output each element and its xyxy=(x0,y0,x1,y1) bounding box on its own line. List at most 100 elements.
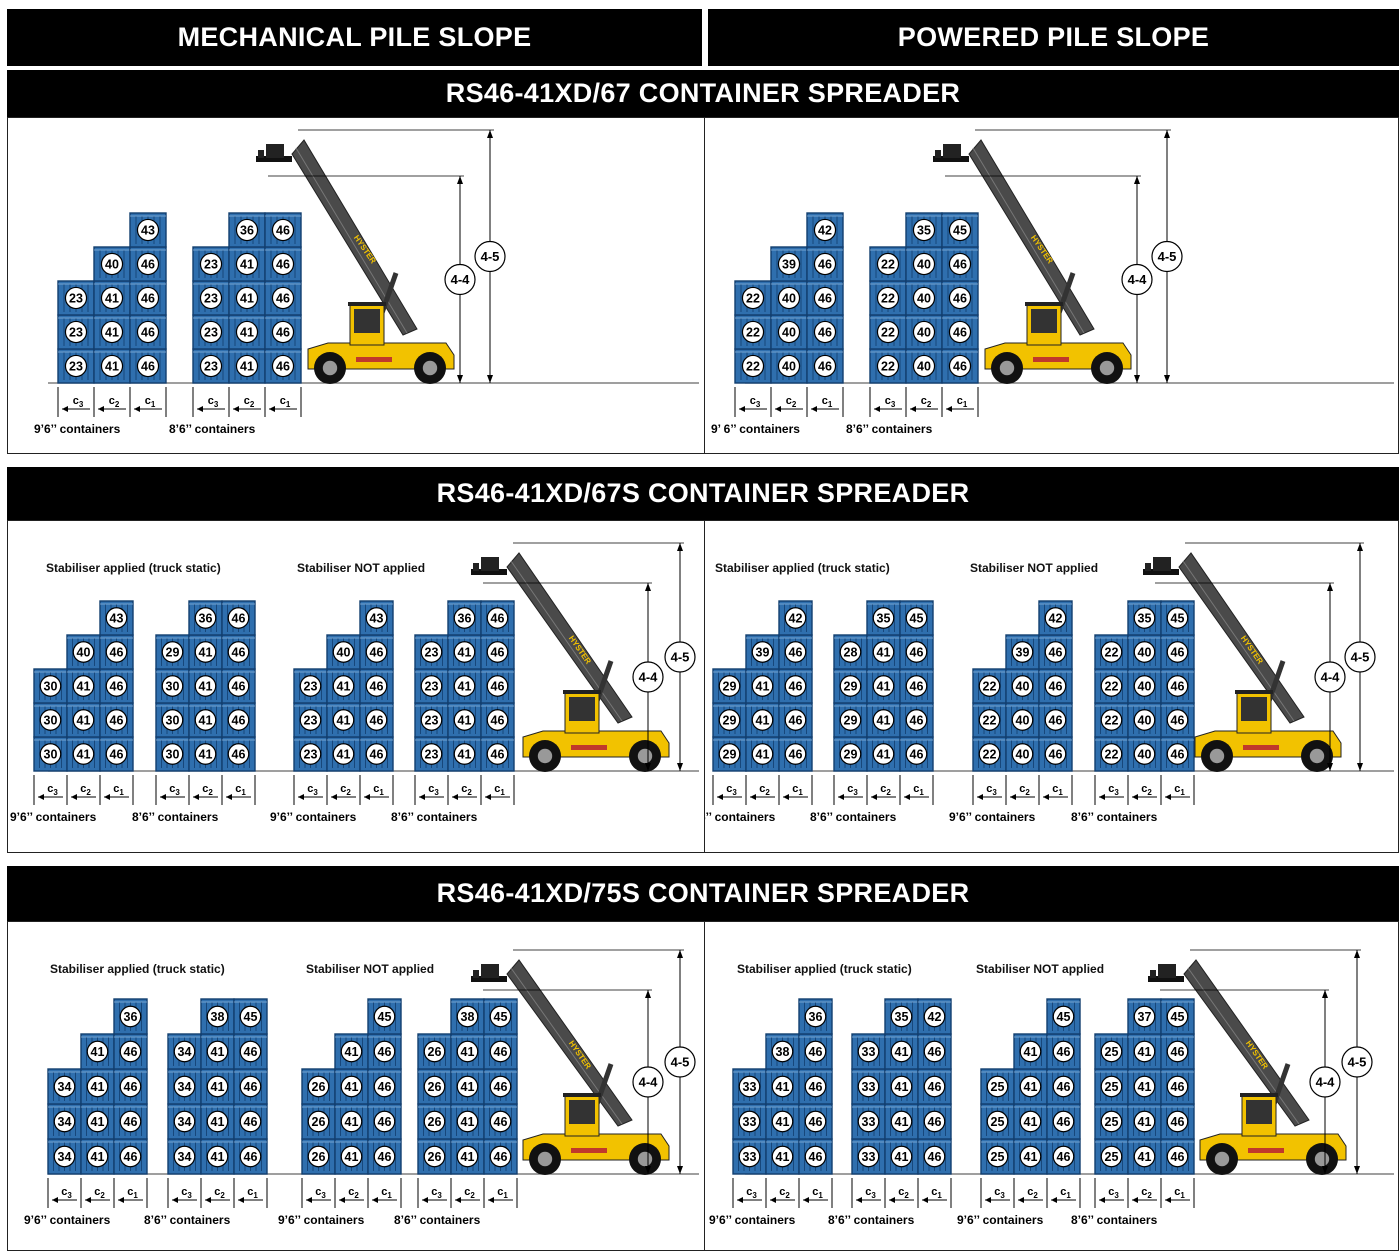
capacity-value: 46 xyxy=(809,1045,823,1059)
svg-text:c3: c3 xyxy=(315,1186,326,1200)
capacity-badge xyxy=(64,286,88,310)
capacity-value: 46 xyxy=(276,258,290,272)
capacity-value: 46 xyxy=(1171,1115,1185,1129)
container: 22 xyxy=(734,314,772,350)
container: 41 xyxy=(1127,1033,1162,1070)
container: 36 xyxy=(447,600,482,636)
capacity-badge xyxy=(1052,1040,1075,1063)
container: 41 xyxy=(326,668,361,704)
section-title-1: RS46-41XD/67 CONTAINER SPREADER xyxy=(7,70,1399,117)
capacity-badge xyxy=(771,1075,794,1098)
container: 34 xyxy=(167,1068,202,1105)
capacity-badge xyxy=(923,1005,946,1028)
offset-dimensions: c3 c2 c1 9’6’’ containers xyxy=(278,1178,402,1227)
container: 41 xyxy=(80,1138,115,1175)
container-caption: 9’6’’ containers xyxy=(34,422,121,436)
capacity-value: 23 xyxy=(69,360,83,374)
container: 41 xyxy=(80,1033,115,1070)
capacity-badge xyxy=(923,1075,946,1098)
capacity-badge xyxy=(206,1040,229,1063)
capacity-badge xyxy=(923,1040,946,1063)
capacity-badge xyxy=(194,743,217,765)
container: 46 xyxy=(264,348,302,384)
container: 41 xyxy=(450,1138,485,1175)
container: 23 xyxy=(293,668,328,704)
capacity-value: 41 xyxy=(776,1150,790,1164)
capacity-value: 22 xyxy=(1105,748,1119,762)
container: 41 xyxy=(447,736,482,772)
capacity-badge xyxy=(235,252,259,276)
container: 46 xyxy=(129,348,167,384)
capacity-badge xyxy=(718,709,741,731)
capacity-badge xyxy=(1166,743,1189,765)
capacity-value: 46 xyxy=(1057,1080,1071,1094)
container: 46 xyxy=(359,634,394,670)
capacity-value: 34 xyxy=(58,1080,72,1094)
capacity-badge xyxy=(119,1075,142,1098)
container-caption: 9’6’’ containers xyxy=(957,1213,1044,1227)
capacity-badge xyxy=(1133,675,1156,697)
svg-text:c3: c3 xyxy=(750,395,761,409)
capacity-value: 46 xyxy=(378,1150,392,1164)
svg-text:c3: c3 xyxy=(847,783,858,797)
container: 36 xyxy=(228,212,266,248)
capacity-value: 33 xyxy=(862,1150,876,1164)
container: 41 xyxy=(1013,1033,1048,1070)
container: 42 xyxy=(806,212,844,248)
capacity-badge xyxy=(1166,607,1189,629)
capacity-badge xyxy=(890,1145,913,1168)
svg-text:c1: c1 xyxy=(1174,1186,1185,1200)
container: 40 xyxy=(905,246,943,282)
container: 22 xyxy=(869,348,907,384)
capacity-value: 46 xyxy=(910,680,924,694)
container: 46 xyxy=(129,280,167,316)
capacity-value: 43 xyxy=(110,612,124,626)
capacity-value: 46 xyxy=(232,748,246,762)
svg-text:c1: c1 xyxy=(1174,783,1185,797)
container: 22 xyxy=(869,246,907,282)
container: 41 xyxy=(765,1103,800,1140)
capacity-value: 25 xyxy=(991,1080,1005,1094)
capacity-badge xyxy=(1100,1110,1123,1133)
container: 33 xyxy=(732,1138,767,1175)
reach-stacker-truck: HYSTER xyxy=(256,139,455,384)
container: 46 xyxy=(917,1138,952,1175)
capacity-badge xyxy=(173,1040,196,1063)
capacity-badge xyxy=(813,252,837,276)
capacity-badge xyxy=(1011,743,1034,765)
capacity-badge xyxy=(420,675,443,697)
svg-text:c3: c3 xyxy=(208,395,219,409)
capacity-value: 46 xyxy=(953,360,967,374)
capacity-value: 41 xyxy=(458,646,472,660)
capacity-value: 41 xyxy=(211,1115,225,1129)
capacity-badge xyxy=(365,641,388,663)
capacity-badge xyxy=(199,354,223,378)
capacity-value: 46 xyxy=(494,1150,508,1164)
capacity-badge xyxy=(948,320,972,344)
svg-text:c1: c1 xyxy=(127,1186,138,1200)
svg-text:4-5: 4-5 xyxy=(481,249,500,264)
capacity-value: 41 xyxy=(345,1045,359,1059)
capacity-badge xyxy=(72,675,95,697)
capacity-badge xyxy=(777,252,801,276)
capacity-value: 30 xyxy=(44,714,58,728)
capacity-badge xyxy=(741,286,765,310)
container: 41 xyxy=(326,736,361,772)
capacity-value: 46 xyxy=(378,1045,392,1059)
container: 46 xyxy=(480,634,515,670)
capacity-badge xyxy=(948,218,972,242)
container: 46 xyxy=(233,1103,268,1140)
container: 40 xyxy=(1005,702,1040,738)
container: 46 xyxy=(798,1033,833,1070)
capacity-value: 41 xyxy=(461,1045,475,1059)
container: 41 xyxy=(765,1068,800,1105)
capacity-badge xyxy=(738,1075,761,1098)
capacity-badge xyxy=(751,641,774,663)
capacity-value: 41 xyxy=(877,714,891,728)
container: 29 xyxy=(155,634,190,670)
capacity-value: 46 xyxy=(276,224,290,238)
capacity-badge xyxy=(100,320,124,344)
container: 41 xyxy=(884,1033,919,1070)
svg-text:4-4: 4-4 xyxy=(1128,272,1148,287)
capacity-value: 41 xyxy=(877,646,891,660)
